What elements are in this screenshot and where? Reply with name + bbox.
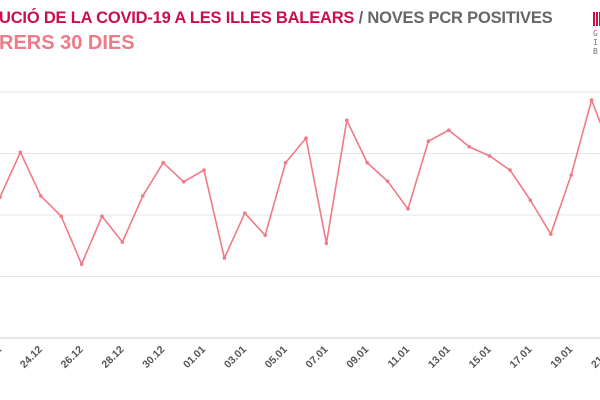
logo-text: G I B [593,29,600,56]
data-point [100,214,104,219]
data-point [365,160,370,165]
data-point [385,179,390,183]
x-tick-label: 15.01 [467,344,494,371]
data-point [39,194,43,198]
data-point [345,118,349,123]
data-point [589,98,594,102]
data-point [202,168,206,172]
logo-letter: G [593,29,598,38]
data-point [447,128,451,132]
logo-letter: I [593,38,598,47]
data-point [487,154,492,158]
data-point [324,241,329,246]
x-tick-label: 05.01 [263,344,290,371]
data-point [406,207,410,211]
data-point [508,168,512,172]
series-line [0,99,600,266]
data-point [141,194,145,198]
data-point [304,136,308,140]
x-tick-label: 30.12 [140,344,167,371]
title-main: UCIÓ DE LA COVID-19 A LES ILLES BALEARS [0,9,355,27]
x-tick-label: 13.01 [426,344,453,371]
data-point [161,160,165,165]
x-tick-label: 26.12 [59,344,86,371]
x-tick-label: 22.12 [0,344,4,371]
x-tick-label: 11.01 [385,344,412,371]
data-point [243,211,247,215]
chart-title: UCIÓ DE LA COVID-19 A LES ILLES BALEARS … [0,9,553,28]
data-point [222,256,227,260]
x-tick-label: 17.01 [507,344,534,371]
chart-subtitle: RERS 30 DIES [0,32,135,54]
x-tick-label: 01.01 [181,344,208,371]
logo-letter: B [593,47,598,56]
x-tick-label: 28.12 [99,344,126,371]
data-point [18,150,23,155]
data-point [59,214,63,219]
logo-mark-icon [593,12,600,26]
data-point [283,160,288,165]
title-separator: / [354,9,368,27]
x-tick-label: 03.01 [222,344,249,371]
data-point [79,262,84,267]
title-sub: NOVES PCR POSITIVES [367,9,553,27]
x-tick-label: 21.01 [589,344,600,371]
data-point [0,195,2,199]
data-point [181,179,186,184]
x-tick-label: 24.12 [18,344,45,371]
x-tick-label: 09.01 [344,344,371,371]
data-point [549,232,553,236]
data-point [426,139,431,143]
govern-logo: G I B [593,12,600,56]
x-tick-label: 19.01 [548,344,575,371]
x-tick-label: 07.01 [303,344,330,371]
data-point [528,198,533,203]
data-point [120,240,125,244]
data-point [569,173,573,177]
data-point [263,233,268,238]
data-point [467,144,472,149]
